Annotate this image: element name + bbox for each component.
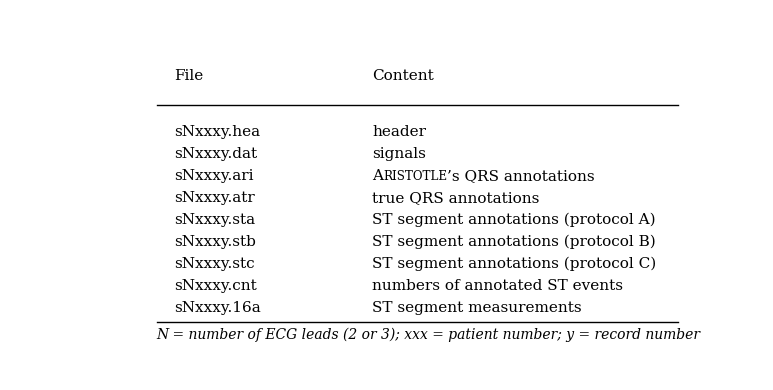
Text: ST segment annotations (protocol B): ST segment annotations (protocol B) (373, 235, 656, 249)
Text: signals: signals (373, 147, 426, 161)
Text: sNxxxy.stc: sNxxxy.stc (175, 257, 255, 271)
Text: sNxxxy.cnt: sNxxxy.cnt (175, 279, 257, 293)
Text: File: File (175, 69, 204, 83)
Text: true QRS annotations: true QRS annotations (373, 191, 540, 205)
Text: header: header (373, 126, 426, 139)
Text: ST segment measurements: ST segment measurements (373, 301, 582, 315)
Text: sNxxxy.ari: sNxxxy.ari (175, 169, 254, 183)
Text: sNxxxy.hea: sNxxxy.hea (175, 126, 261, 139)
Text: A: A (373, 169, 383, 183)
Text: sNxxxy.16a: sNxxxy.16a (175, 301, 261, 315)
Text: numbers of annotated ST events: numbers of annotated ST events (373, 279, 623, 293)
Text: ST segment annotations (protocol C): ST segment annotations (protocol C) (373, 257, 656, 271)
Text: N = number of ECG leads (2 or 3); xxx = patient number; y = record number: N = number of ECG leads (2 or 3); xxx = … (156, 328, 700, 342)
Text: ’s QRS annotations: ’s QRS annotations (448, 169, 595, 183)
Text: Content: Content (373, 69, 434, 83)
Text: RISTOTLE: RISTOTLE (383, 170, 448, 183)
Text: ST segment annotations (protocol A): ST segment annotations (protocol A) (373, 213, 656, 227)
Text: sNxxxy.stb: sNxxxy.stb (175, 235, 257, 249)
Text: sNxxxy.sta: sNxxxy.sta (175, 213, 256, 227)
Text: sNxxxy.atr: sNxxxy.atr (175, 191, 255, 205)
Text: sNxxxy.dat: sNxxxy.dat (175, 147, 257, 161)
